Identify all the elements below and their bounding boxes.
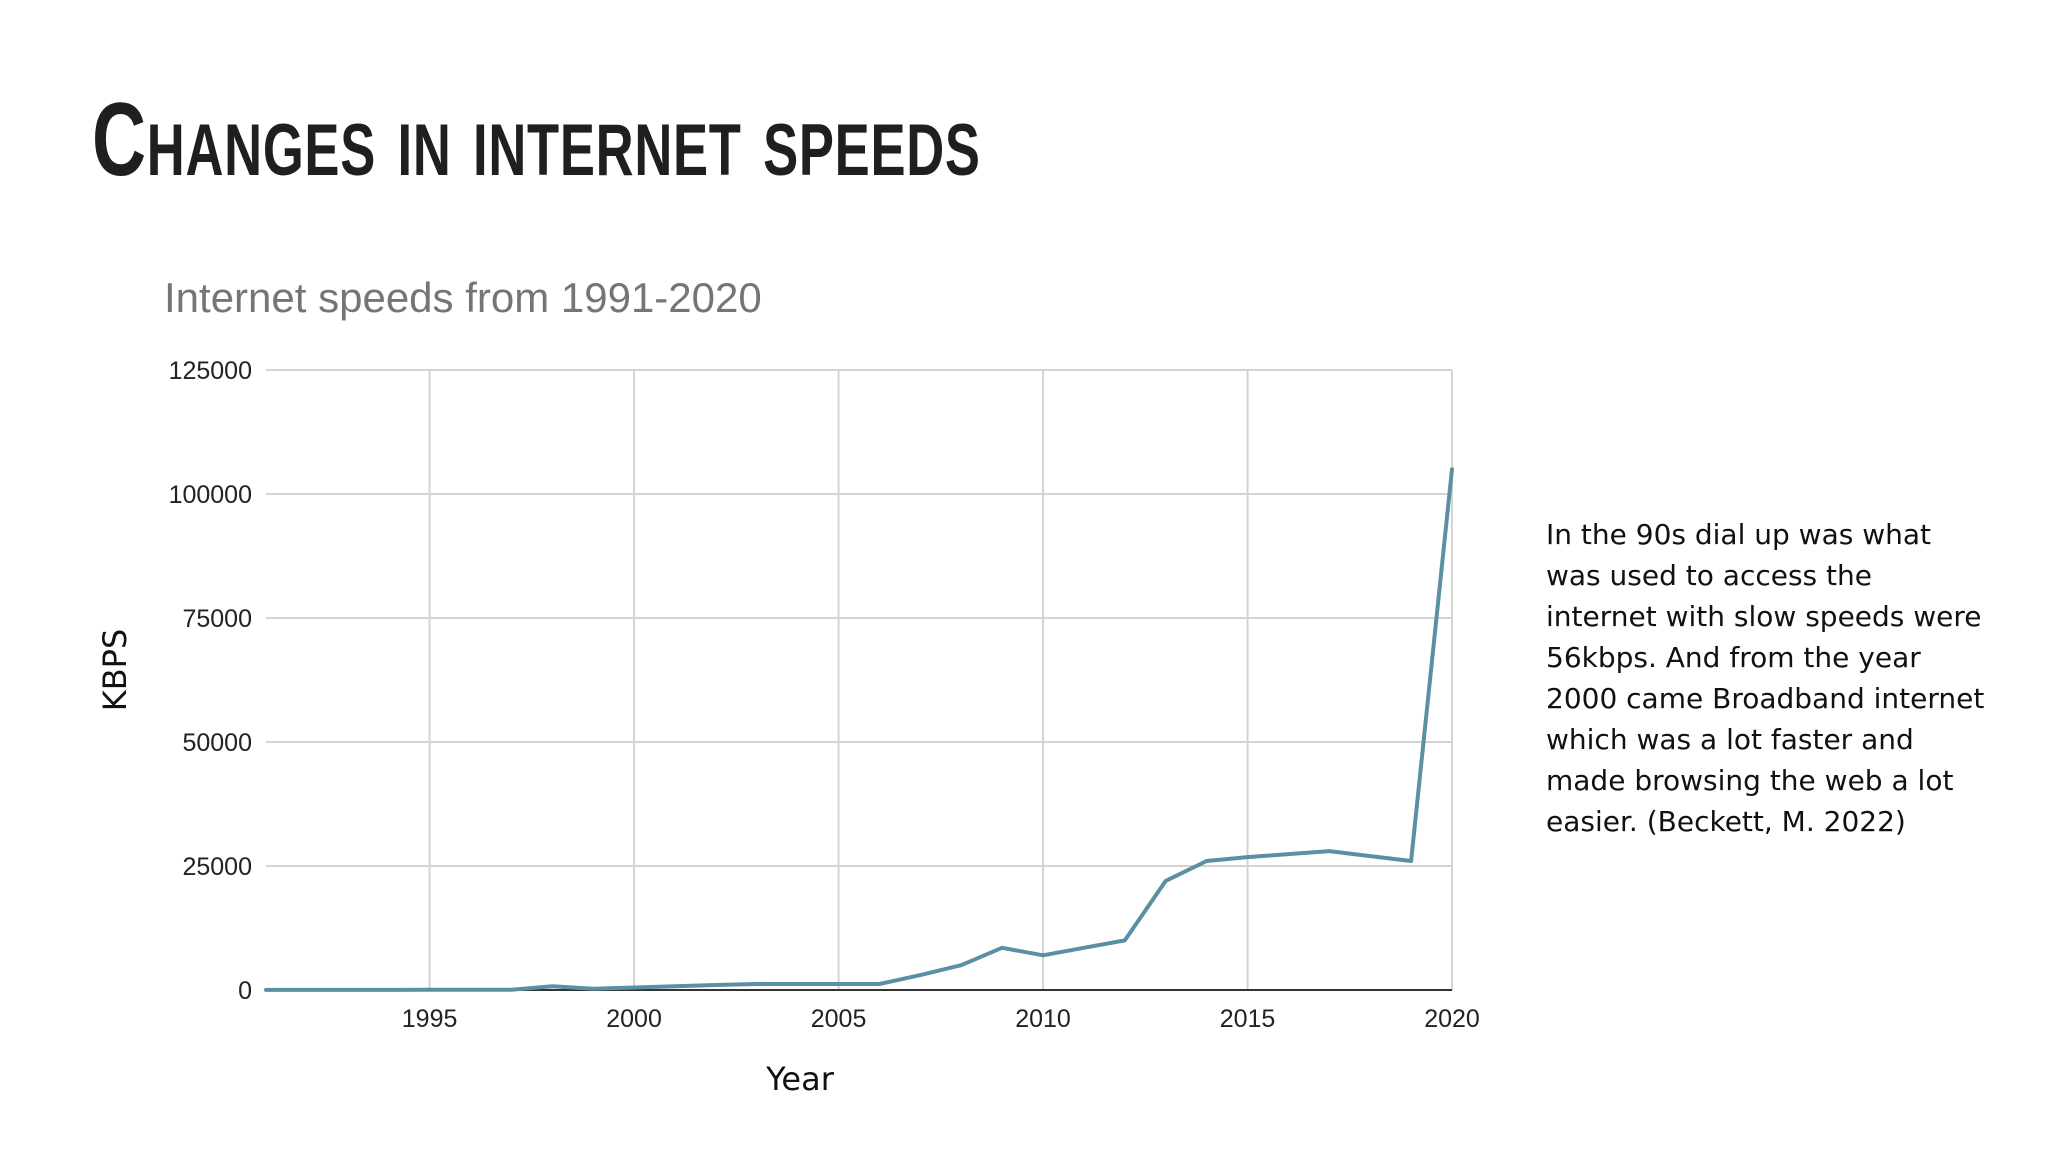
y-tick-label: 100000 <box>169 481 252 509</box>
chart-title: Internet speeds from 1991-2020 <box>164 274 762 321</box>
series <box>266 469 1452 990</box>
y-tick-label: 25000 <box>182 853 252 881</box>
y-tick-label: 125000 <box>169 357 252 385</box>
x-tick-label: 2020 <box>1424 1005 1480 1033</box>
y-axis-label: KBPS <box>96 629 134 712</box>
x-tick-label: 2005 <box>811 1005 867 1033</box>
side-note: In the 90s dial up was what was used to … <box>1546 514 1986 842</box>
gridlines <box>266 370 1452 990</box>
y-tick-label: 0 <box>238 977 252 1005</box>
y-tick-label: 75000 <box>182 605 252 633</box>
tick-labels: 0 25000 50000 75000 100000 125000 1995 2000 2005… <box>169 357 1480 1033</box>
x-tick-label: 2010 <box>1015 1005 1071 1033</box>
x-tick-label: 2015 <box>1220 1005 1276 1033</box>
x-axis-label: Year <box>765 1060 835 1098</box>
y-tick-label: 50000 <box>182 729 252 757</box>
series-line <box>266 469 1452 990</box>
x-tick-label: 1995 <box>402 1005 458 1033</box>
x-tick-label: 2000 <box>606 1005 662 1033</box>
